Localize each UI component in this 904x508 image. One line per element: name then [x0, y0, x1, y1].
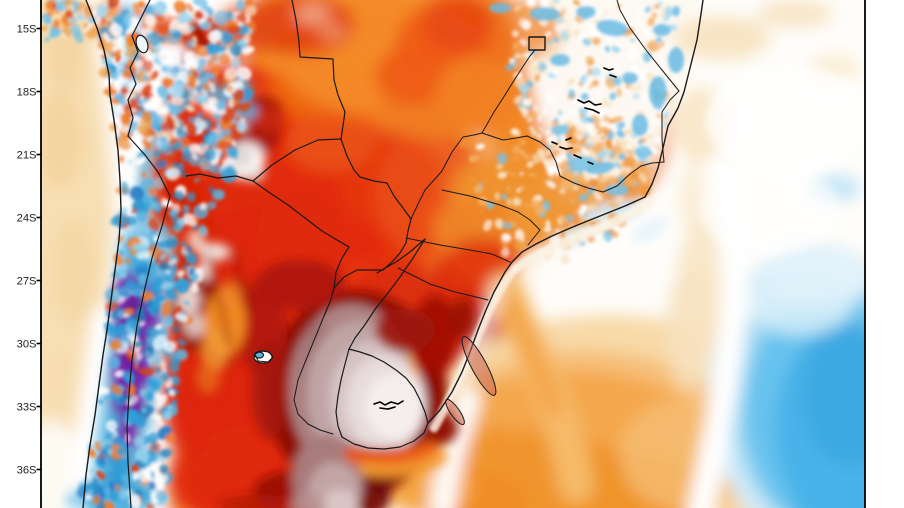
svg-text:18S: 18S [17, 86, 37, 98]
svg-text:24S: 24S [17, 212, 37, 224]
svg-text:36S: 36S [17, 464, 37, 476]
svg-text:27S: 27S [17, 275, 37, 287]
svg-text:15S: 15S [17, 23, 37, 35]
svg-text:30S: 30S [17, 338, 37, 350]
svg-text:33S: 33S [17, 401, 37, 413]
svg-text:21S: 21S [17, 149, 37, 161]
